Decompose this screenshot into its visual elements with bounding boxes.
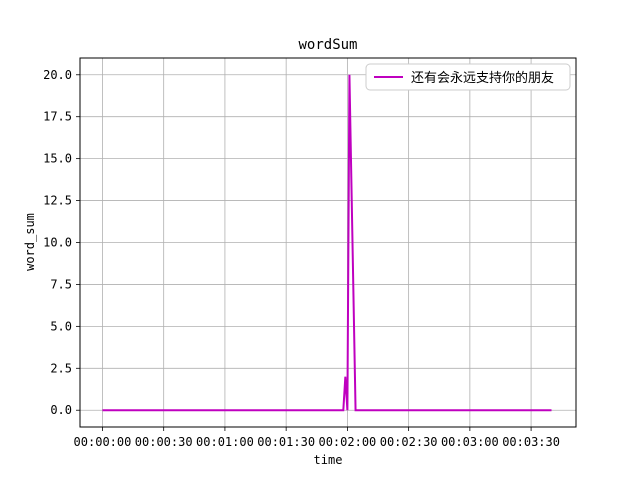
x-tick-label: 00:01:30 [257, 435, 315, 449]
x-tick-label: 00:00:30 [135, 435, 193, 449]
x-axis-label: time [314, 453, 343, 467]
y-tick-label: 0.0 [50, 403, 72, 417]
chart-title: wordSum [298, 37, 357, 53]
x-tick-label: 00:02:00 [318, 435, 376, 449]
y-axis-ticks: 0.0 2.5 5.0 7.5 10.0 12.5 15.0 17.5 20.0 [43, 68, 80, 417]
x-tick-label: 00:02:30 [380, 435, 438, 449]
y-tick-label: 15.0 [43, 152, 72, 166]
x-tick-label: 00:03:30 [502, 435, 560, 449]
y-tick-label: 10.0 [43, 236, 72, 250]
y-axis-label: word_sum [23, 213, 37, 271]
series-line-0 [102, 74, 552, 412]
y-tick-label: 7.5 [50, 277, 72, 291]
series-layer [102, 74, 552, 412]
y-tick-label: 2.5 [50, 361, 72, 375]
y-tick-label: 17.5 [43, 110, 72, 124]
x-tick-label: 00:03:00 [441, 435, 499, 449]
y-tick-label: 5.0 [50, 319, 72, 333]
x-tick-label: 00:01:00 [196, 435, 254, 449]
x-tick-label: 00:00:00 [74, 435, 132, 449]
y-tick-label: 12.5 [43, 194, 72, 208]
legend-box [365, 63, 571, 91]
x-axis-ticks: 00:00:00 00:00:30 00:01:00 00:01:30 00:02:00… [74, 427, 560, 449]
legend: 还有会永远支持你的朋友 [365, 63, 571, 91]
y-tick-label: 20.0 [43, 68, 72, 82]
legend-series-label: 还有会永远支持你的朋友 [411, 70, 554, 86]
